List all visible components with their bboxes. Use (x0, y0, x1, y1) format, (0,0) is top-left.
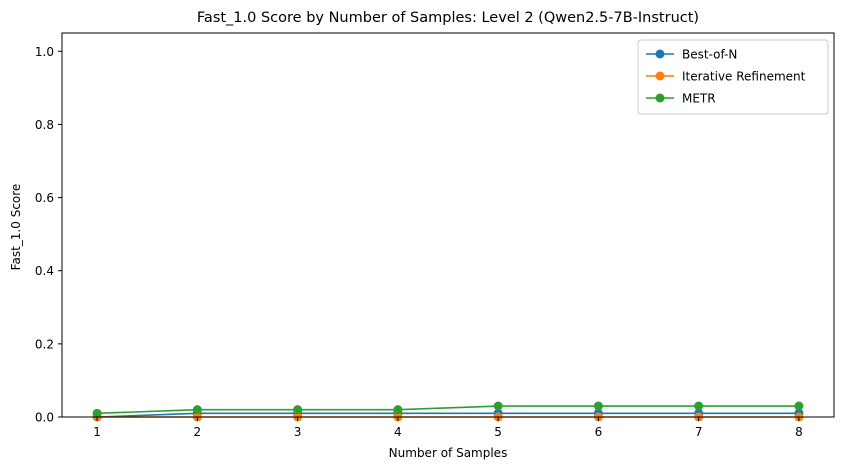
data-point-2-3 (393, 405, 403, 415)
chart-title: Fast_1.0 Score by Number of Samples: Lev… (197, 10, 699, 26)
legend-marker-0 (655, 49, 665, 59)
x-tick-label-4: 5 (494, 425, 502, 439)
series-line-2 (97, 405, 799, 415)
x-tick-label-5: 6 (595, 425, 603, 439)
y-tick-label-4: 0.8 (35, 118, 54, 132)
data-point-2-4 (493, 401, 503, 411)
y-axis-label: Fast_1.0 Score (9, 184, 23, 271)
y-tick-label-1: 0.2 (35, 337, 54, 351)
data-point-2-0 (92, 408, 102, 418)
data-point-2-6 (694, 401, 704, 411)
x-tick-label-2: 3 (294, 425, 302, 439)
plot-area: 1 2 3 4 5 6 7 8 0.0 0.2 0.4 0.6 0.8 1.0 (35, 32, 835, 439)
x-tick-label-3: 4 (394, 425, 402, 439)
x-tick-label-6: 7 (695, 425, 703, 439)
legend-label-1: Iterative Refinement (682, 70, 806, 84)
legend-marker-2 (655, 93, 665, 103)
legend-label-0: Best-of-N (682, 48, 737, 62)
data-point-2-1 (192, 405, 202, 415)
legend-marker-1 (655, 71, 665, 81)
x-tick-label-7: 8 (795, 425, 803, 439)
y-tick-label-2: 0.4 (35, 264, 54, 278)
legend: Best-of-N Iterative Refinement METR (637, 39, 829, 115)
x-tick-label-1: 2 (194, 425, 202, 439)
legend-box (637, 39, 829, 115)
y-tick-label-3: 0.6 (35, 191, 54, 205)
x-axis-label: Number of Samples (389, 446, 508, 460)
data-point-2-2 (293, 405, 303, 415)
plot-frame (61, 32, 835, 418)
y-tick-label-5: 1.0 (35, 45, 54, 59)
data-point-2-7 (794, 401, 804, 411)
x-tick-label-0: 1 (93, 425, 101, 439)
legend-label-2: METR (682, 92, 716, 106)
data-point-2-5 (593, 401, 603, 411)
y-tick-label-0: 0.0 (35, 411, 54, 425)
series-line-0 (97, 412, 799, 418)
